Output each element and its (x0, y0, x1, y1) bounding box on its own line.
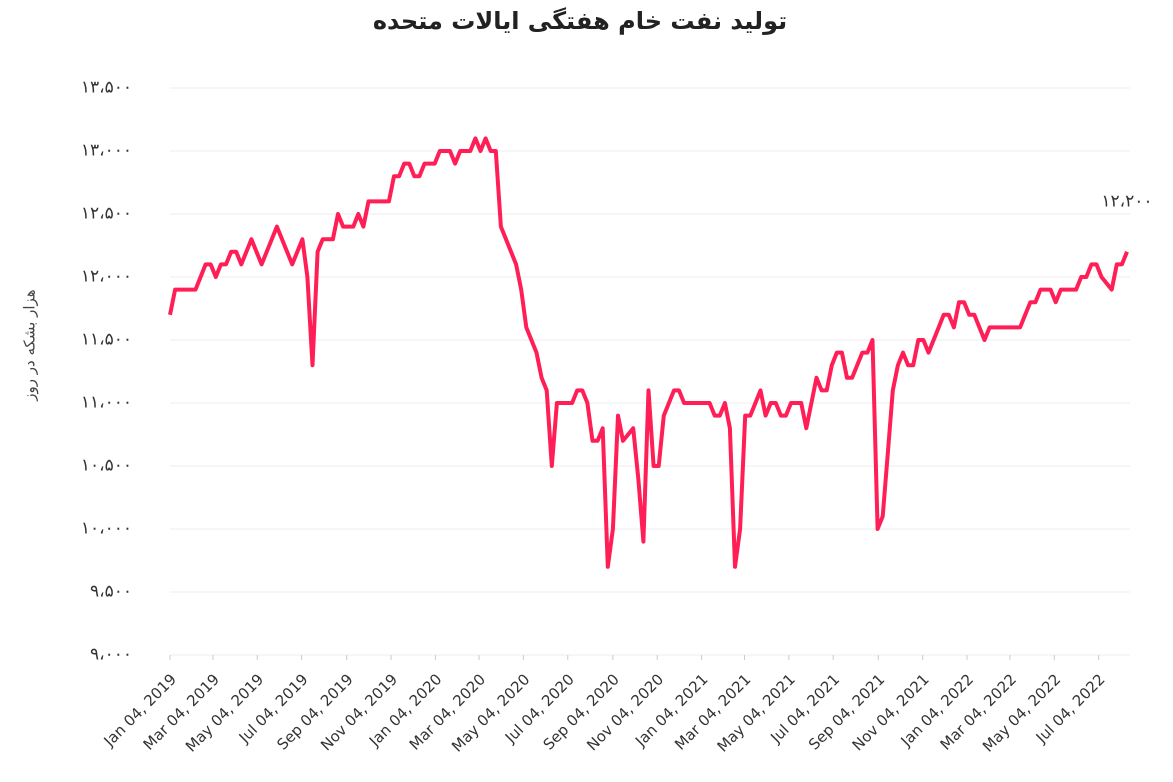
y-tick-label: ۱۰،۰۰۰ (81, 519, 132, 539)
y-tick-label: ۱۱،۵۰۰ (81, 330, 132, 350)
y-tick-label: ۱۱،۰۰۰ (81, 393, 132, 413)
x-tick-label: Nov 04, 2020 (583, 670, 667, 754)
x-tick-label: Nov 04, 2021 (849, 670, 933, 754)
x-tick-label: Nov 04, 2019 (317, 670, 401, 754)
x-tick-label: Mar 04, 2022 (937, 670, 1020, 753)
x-tick-label: May 04, 2021 (714, 670, 799, 755)
y-tick-label: ۱۲،۵۰۰ (81, 204, 132, 224)
chart-title: تولید نفت خام هفتگی ایالات متحده (373, 7, 787, 35)
y-axis-label: هزار بشکه در روز (21, 289, 39, 402)
y-tick-label: ۱۳،۵۰۰ (81, 78, 132, 98)
x-tick-label: May 04, 2019 (182, 670, 267, 755)
x-tick-label: Jan 04, 2019 (100, 670, 180, 750)
y-tick-label: ۱۳،۰۰۰ (81, 141, 132, 161)
x-tick-label: Mar 04, 2019 (140, 670, 223, 753)
x-tick-label: Mar 04, 2020 (406, 670, 489, 753)
y-tick-label: ۱۲،۰۰۰ (81, 267, 132, 287)
y-tick-label: ۹،۵۰۰ (90, 582, 132, 602)
y-tick-label: ۱۰،۵۰۰ (81, 456, 132, 476)
y-tick-label: ۹،۰۰۰ (90, 645, 132, 665)
data-line (168, 136, 1129, 569)
x-tick-label: May 04, 2022 (979, 670, 1064, 755)
x-tick-label: May 04, 2020 (448, 670, 533, 755)
x-tick-label: Mar 04, 2021 (671, 670, 754, 753)
end-label: ۱۲،۲۰۰ (1101, 191, 1152, 211)
